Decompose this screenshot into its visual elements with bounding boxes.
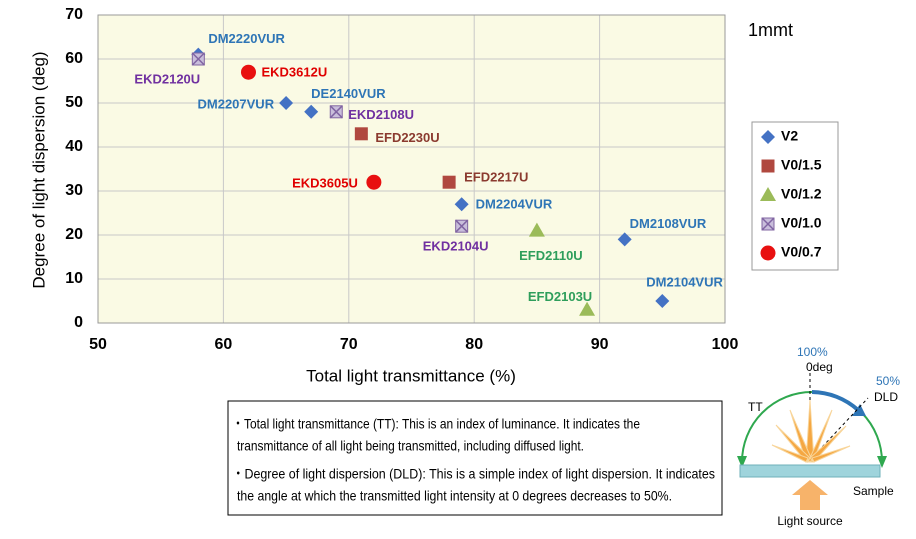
point [760, 245, 776, 261]
top-angle: 0deg [806, 360, 833, 374]
y-tick-label: 10 [65, 270, 83, 287]
half-label: DLD [874, 390, 898, 404]
light-burst [771, 399, 851, 463]
point [655, 294, 670, 308]
point [240, 64, 256, 80]
point-label: EFD2110U [519, 248, 583, 263]
point [761, 217, 775, 231]
point [304, 104, 319, 119]
point [329, 105, 343, 119]
point [617, 232, 632, 247]
point-label: EKD2120U [134, 71, 200, 86]
half-percent: 50% [876, 374, 900, 388]
sample-label: Sample [853, 484, 894, 498]
tt-label: TT [748, 400, 763, 414]
plot-border [97, 14, 726, 324]
y-tick-label: 70 [65, 6, 83, 23]
top-percent: 100% [797, 345, 828, 359]
notes-box [227, 400, 723, 516]
point [760, 187, 776, 201]
legend-label: V2 [781, 128, 798, 144]
point-label: DM2104VUR [646, 274, 723, 289]
point [279, 96, 294, 110]
note-line: the angle at which the transmitted light… [237, 488, 672, 504]
point-label: EKD2108U [348, 107, 414, 122]
point [528, 222, 545, 237]
x-tick-label: 60 [215, 336, 233, 353]
note-line: transmittance of all light being transmi… [237, 438, 584, 454]
diagram: 100% 0deg 50% DLD TT Sample Light source [737, 345, 900, 528]
y-tick-label: 0 [74, 314, 83, 331]
x-tick-label: 80 [465, 336, 483, 353]
point [354, 127, 368, 141]
light-arrow [792, 480, 828, 510]
arrow-head [877, 456, 887, 468]
legend-label: V0/0.7 [781, 244, 822, 260]
point-cross [761, 217, 775, 231]
arrow-head [737, 456, 747, 468]
point [579, 301, 596, 316]
y-axis-title: Degree of light dispersion (deg) [29, 51, 48, 288]
point [455, 219, 469, 233]
legend-label: V0/1.0 [781, 215, 822, 231]
point [366, 174, 382, 190]
note-line: ・Degree of light dispersion (DLD): This … [232, 466, 715, 482]
x-tick-label: 100 [712, 336, 739, 353]
legend-label: V0/1.5 [781, 157, 822, 173]
point-label: DE2140VUR [311, 86, 386, 101]
x-tick-label: 50 [89, 336, 107, 353]
point-label: EKD3605U [292, 176, 358, 191]
point-label: EFD2230U [375, 130, 439, 145]
point-label: DM2204VUR [476, 197, 553, 212]
x-tick-label: 90 [591, 336, 609, 353]
point [761, 130, 775, 144]
y-tick-label: 40 [65, 138, 83, 155]
source-label: Light source [777, 514, 843, 528]
point-label: EKD2104U [423, 239, 489, 254]
y-tick-label: 60 [65, 50, 83, 67]
note-line: ・Total light transmittance (TT): This is… [232, 416, 640, 432]
point-label: DM2108VUR [630, 216, 707, 231]
y-tick-label: 20 [65, 226, 83, 243]
point-cross [191, 52, 205, 66]
point-cross [329, 105, 343, 119]
point-cross [455, 219, 469, 233]
dld-arc [811, 390, 860, 412]
point-label: DM2207VUR [198, 96, 275, 111]
point-label: EFD2103U [528, 289, 592, 304]
point [454, 197, 469, 212]
x-tick-label: 70 [340, 336, 358, 353]
y-tick-label: 50 [65, 94, 83, 111]
legend-label: V0/1.2 [781, 186, 822, 202]
point [761, 159, 775, 173]
y-tick-label: 30 [65, 182, 83, 199]
x-axis-title: Total light transmittance (%) [306, 366, 516, 385]
plot-area [98, 15, 725, 323]
point-label: DM2220VUR [208, 31, 285, 46]
point [191, 52, 205, 66]
sample-plate [739, 464, 881, 478]
annotation: 1mmt [748, 20, 793, 40]
point-label: EFD2217U [464, 170, 528, 185]
point [442, 175, 456, 189]
point-label: EKD3612U [261, 65, 327, 80]
arrow-head [852, 404, 866, 416]
